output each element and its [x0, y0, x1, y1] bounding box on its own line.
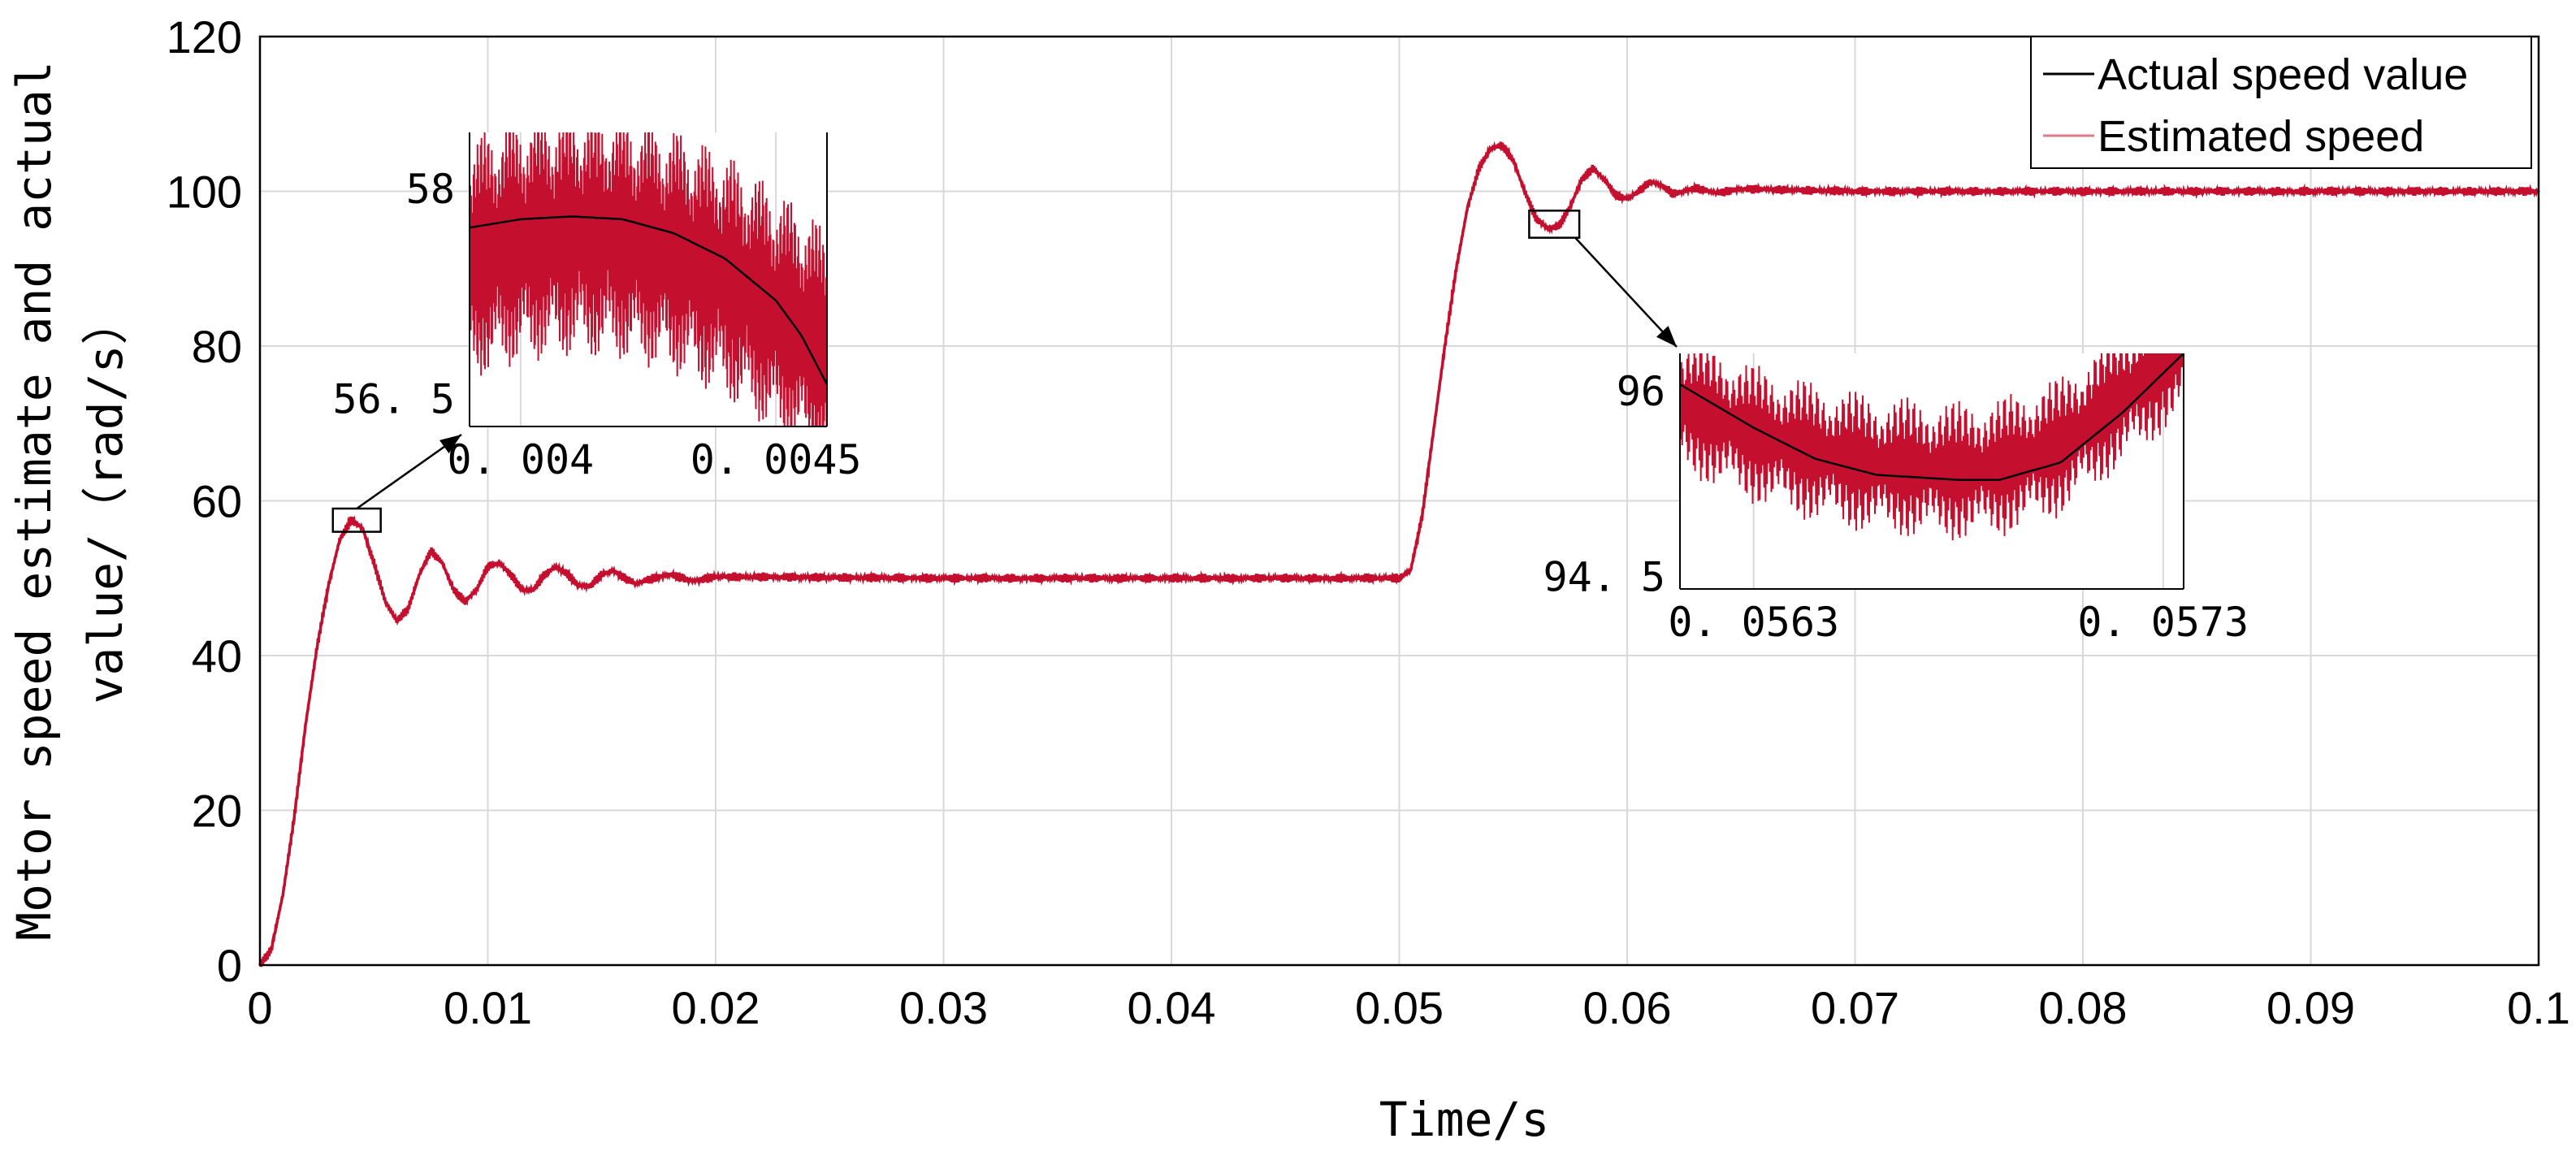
plot-frame — [258, 35, 2540, 967]
inset-y-tick-label: 56. 5 — [332, 376, 455, 423]
y-tick-label: 0 — [217, 940, 242, 991]
y-tick-label: 20 — [192, 786, 242, 837]
x-axis-ticks: 0 0.01 0.02 0.03 0.04 0.05 0.06 0.07 0.08 0.09 0.1 — [247, 982, 2570, 1033]
legend: Actual speed value Estimated speed — [2030, 36, 2532, 169]
inset-actual-line — [1680, 353, 2184, 481]
inset-y-tick-label: 58 — [406, 166, 455, 213]
zoom-source-box — [1528, 210, 1581, 239]
x-tick-label: 0.05 — [1355, 982, 1444, 1033]
y-axis-title-line-2: value/（rad/s） — [78, 297, 133, 704]
zoom-arrow-head — [1656, 326, 1677, 347]
x-tick-label: 0 — [247, 982, 272, 1033]
plot-area — [258, 141, 2540, 968]
x-axis-title: Time/s — [1379, 1092, 1550, 1147]
x-tick-label: 0.08 — [2039, 982, 2128, 1033]
x-tick-label: 0.09 — [2266, 982, 2355, 1033]
inset-x-tick-label: 0. 0573 — [2077, 599, 2249, 646]
zoom-arrow — [356, 433, 462, 510]
inset-x-tick-label: 0. 004 — [448, 436, 595, 483]
x-tick-label: 0.04 — [1128, 982, 1216, 1033]
zoom-arrow — [1574, 236, 1678, 348]
inset-y-tick-label: 94. 5 — [1543, 554, 1665, 601]
inset-x-tick-label: 0. 0045 — [691, 436, 862, 483]
y-tick-label: 60 — [192, 476, 242, 527]
x-tick-label: 0.03 — [899, 982, 988, 1033]
legend-box — [2030, 36, 2532, 169]
y-tick-label: 40 — [192, 630, 242, 682]
y-tick-label: 100 — [167, 167, 242, 218]
x-tick-label: 0.01 — [444, 982, 532, 1033]
y-tick-label: 120 — [167, 11, 242, 63]
series-estimated-line — [258, 141, 2540, 968]
inset-actual-line — [470, 215, 827, 385]
x-tick-label: 0.02 — [672, 982, 760, 1033]
y-axis-title: Motor speed estimate and actual value/（r… — [6, 61, 133, 941]
inset-estimated-line — [1680, 353, 2184, 541]
inset-y-tick-label: 96 — [1617, 368, 1665, 415]
zoom-insets: 0. 004 0. 0045 58 56. 5 0. 0563 0. 0573 96 94. … — [331, 132, 2249, 646]
inset-x-tick-label: 0. 0563 — [1668, 599, 1839, 646]
x-tick-label: 0.07 — [1811, 982, 1899, 1033]
y-axis-ticks: 0 20 40 60 80 100 120 — [167, 11, 242, 991]
legend-label-actual: Actual speed value — [2098, 50, 2468, 99]
inset-zoom-trough-2: 0. 0563 0. 0573 96 94. 5 — [1528, 210, 2249, 646]
zoom-arrow-head — [439, 435, 461, 454]
x-tick-label: 0.06 — [1583, 982, 1672, 1033]
inset-estimated-line — [470, 132, 827, 426]
inset-zoom-peak-1: 0. 004 0. 0045 58 56. 5 — [331, 132, 862, 533]
y-axis-title-line-1: Motor speed estimate and actual — [6, 61, 62, 941]
legend-label-estimated: Estimated speed — [2098, 112, 2424, 161]
x-tick-label: 0.1 — [2507, 982, 2570, 1033]
y-tick-label: 80 — [192, 321, 242, 372]
